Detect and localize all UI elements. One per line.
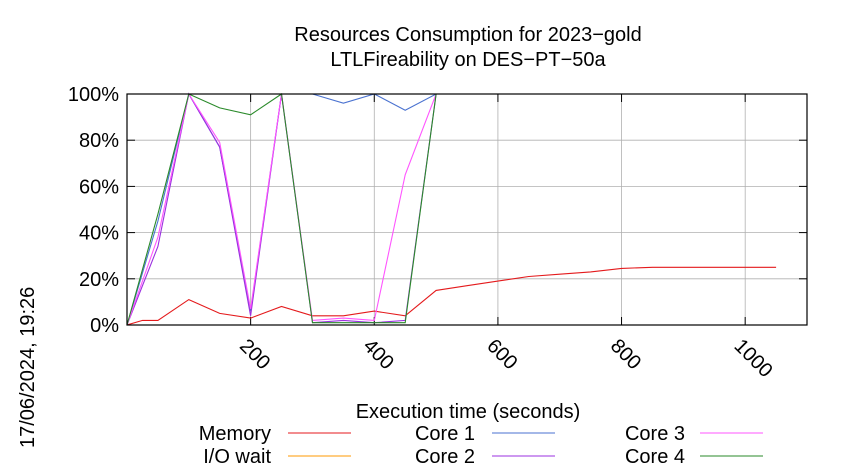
y-tick-label: 80% (79, 130, 119, 152)
x-tick-label: 600 (482, 335, 521, 374)
x-tick-label: 200 (235, 335, 274, 374)
chart-subtitle: LTLFireability on DES−PT−50a (330, 49, 606, 71)
series-line-core-4 (126, 93, 777, 326)
series-line-core-3 (126, 92, 777, 326)
legend-label: Core 4 (625, 446, 685, 468)
x-axis-label: Execution time (seconds) (356, 401, 581, 423)
legend-label: Memory (199, 423, 271, 445)
series-layer (126, 92, 777, 326)
chart-title: Resources Consumption for 2023−gold (294, 24, 641, 46)
y-tick-label: 20% (79, 269, 119, 291)
series-line-core-2 (126, 92, 777, 326)
legend-label: Core 1 (415, 423, 475, 445)
legend-label: Core 2 (415, 446, 475, 468)
x-axis-ticks: 200 400 600 800 1000 (235, 94, 777, 382)
series-line-memory (126, 266, 777, 326)
x-tick-label: 1000 (730, 335, 777, 382)
y-tick-label: 60% (79, 176, 119, 198)
y-axis-ticks: 0% 20% 40% 60% 80% 100% (68, 84, 807, 337)
y-tick-label: 100% (68, 84, 119, 106)
x-tick-label: 800 (606, 335, 645, 374)
legend-label: I/O wait (203, 446, 271, 468)
timestamp-label: 17/06/2024, 19:26 (17, 287, 39, 448)
series-line-core-1 (126, 92, 777, 326)
y-tick-label: 40% (79, 223, 119, 245)
legend-label: Core 3 (625, 423, 685, 445)
grid-lines (127, 93, 807, 326)
y-tick-label: 0% (90, 315, 119, 337)
x-tick-label: 400 (359, 335, 398, 374)
plot-frame (126, 93, 808, 326)
